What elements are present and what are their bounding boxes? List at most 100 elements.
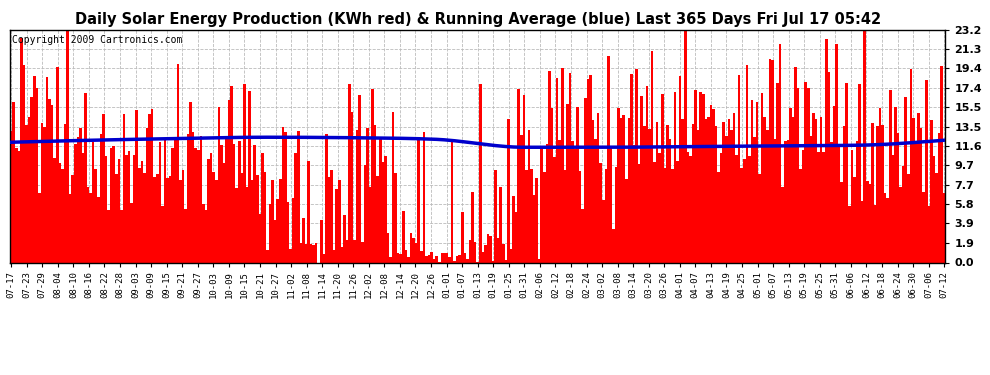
Bar [579, 171, 581, 262]
Bar [574, 149, 576, 262]
Bar [930, 120, 933, 262]
Bar [897, 133, 899, 262]
Bar [720, 153, 723, 262]
Bar [676, 160, 679, 262]
Bar [548, 71, 550, 262]
Bar [818, 152, 820, 262]
Bar [899, 187, 902, 262]
Bar [940, 66, 942, 262]
Bar [742, 159, 745, 262]
Bar [102, 114, 105, 262]
Bar [138, 168, 141, 262]
Bar [133, 155, 136, 262]
Bar [576, 107, 579, 262]
Bar [233, 144, 236, 262]
Text: Copyright 2009 Cartronics.com: Copyright 2009 Cartronics.com [12, 34, 182, 45]
Bar [753, 137, 755, 262]
Bar [302, 218, 305, 262]
Bar [161, 206, 163, 262]
Bar [502, 244, 505, 262]
Bar [163, 138, 166, 262]
Bar [612, 229, 615, 262]
Bar [615, 167, 618, 262]
Bar [881, 125, 884, 262]
Bar [231, 86, 233, 262]
Bar [107, 210, 110, 262]
Bar [902, 166, 905, 262]
Bar [531, 169, 533, 262]
Bar [228, 100, 231, 262]
Bar [597, 113, 599, 262]
Bar [110, 148, 113, 262]
Bar [26, 125, 28, 262]
Bar [623, 115, 625, 262]
Bar [381, 162, 384, 262]
Bar [468, 240, 471, 262]
Bar [792, 117, 794, 262]
Bar [820, 117, 823, 262]
Bar [310, 244, 313, 262]
Bar [738, 75, 741, 262]
Bar [69, 194, 71, 262]
Bar [56, 67, 58, 262]
Bar [776, 83, 779, 262]
Bar [253, 145, 256, 262]
Bar [271, 180, 274, 262]
Bar [305, 244, 307, 262]
Bar [94, 169, 97, 262]
Bar [763, 117, 766, 262]
Bar [641, 96, 643, 262]
Bar [528, 130, 531, 262]
Bar [458, 255, 461, 262]
Bar [346, 240, 348, 262]
Bar [197, 150, 200, 262]
Bar [148, 114, 150, 262]
Bar [666, 124, 668, 262]
Bar [938, 133, 940, 262]
Bar [87, 187, 89, 262]
Bar [550, 108, 553, 262]
Bar [836, 44, 838, 262]
Bar [681, 119, 684, 262]
Bar [592, 120, 594, 262]
Bar [202, 204, 205, 262]
Bar [512, 195, 515, 262]
Bar [489, 236, 492, 262]
Bar [215, 180, 218, 262]
Bar [307, 160, 310, 262]
Bar [841, 182, 842, 262]
Bar [320, 219, 323, 262]
Bar [894, 107, 897, 262]
Bar [620, 118, 623, 262]
Bar [246, 186, 248, 262]
Bar [761, 93, 763, 262]
Bar [210, 153, 213, 262]
Bar [471, 192, 474, 262]
Bar [715, 126, 718, 262]
Bar [287, 202, 289, 262]
Bar [479, 84, 481, 262]
Bar [74, 144, 76, 262]
Bar [886, 198, 889, 262]
Bar [697, 130, 699, 262]
Bar [868, 184, 871, 262]
Bar [92, 142, 94, 262]
Bar [323, 254, 325, 262]
Bar [599, 163, 602, 262]
Bar [848, 207, 850, 262]
Bar [79, 128, 81, 262]
Bar [150, 109, 153, 262]
Bar [258, 214, 261, 262]
Bar [274, 220, 276, 262]
Bar [674, 92, 676, 262]
Bar [174, 140, 176, 262]
Bar [687, 152, 689, 262]
Bar [928, 206, 930, 262]
Bar [425, 256, 428, 262]
Bar [587, 80, 589, 262]
Bar [61, 169, 63, 262]
Bar [181, 170, 184, 262]
Bar [636, 69, 638, 262]
Bar [828, 72, 830, 262]
Bar [10, 131, 13, 262]
